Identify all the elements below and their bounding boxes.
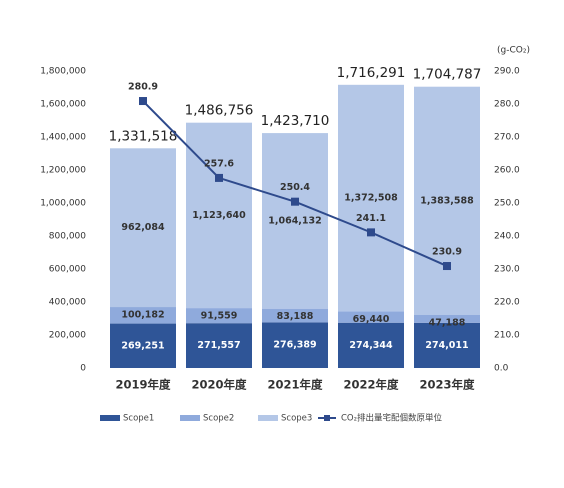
line-label: 250.4 <box>280 182 310 193</box>
bar-segment <box>262 308 328 323</box>
y2-tick-label: 220.0 <box>494 298 520 308</box>
line-label: 280.9 <box>128 82 158 93</box>
bar-segment <box>110 323 176 368</box>
y-tick-label: 0 <box>80 364 86 374</box>
y2-tick-label: 250.0 <box>494 199 520 209</box>
y-tick-label: 1,000,000 <box>40 199 86 209</box>
bar-segment <box>110 307 176 324</box>
y2-tick-label: 260.0 <box>494 166 520 176</box>
y2-tick-label: 210.0 <box>494 331 520 341</box>
bar-segment <box>338 322 404 368</box>
bar-segment <box>414 86 480 316</box>
legend-label: Scope1 <box>123 414 154 424</box>
data-label: 274,011 <box>425 340 468 351</box>
y2-tick-label: 280.0 <box>494 100 520 110</box>
line-marker <box>367 228 375 237</box>
legend-swatch <box>258 415 278 421</box>
data-label: 1,123,640 <box>192 210 246 221</box>
data-label: 271,557 <box>197 340 240 351</box>
total-label: 1,423,710 <box>261 113 330 129</box>
bar-segment <box>110 148 176 308</box>
bar-segment <box>338 84 404 312</box>
bar-segment <box>414 322 480 368</box>
data-label: 269,251 <box>121 340 164 351</box>
legend-label: Scope3 <box>281 414 312 424</box>
x-tick-label: 2019年度 <box>115 378 171 392</box>
y2-unit: (g-CO₂) <box>497 46 530 56</box>
bar-segment <box>186 308 252 324</box>
bar-segment <box>414 315 480 323</box>
legend-swatch <box>100 415 120 421</box>
data-label: 47,188 <box>429 318 466 329</box>
data-label: 69,440 <box>353 314 390 325</box>
line-marker <box>139 97 147 106</box>
data-label: 274,344 <box>349 340 393 351</box>
y-tick-label: 1,200,000 <box>40 166 86 176</box>
x-tick-label: 2021年度 <box>267 378 323 392</box>
line-marker <box>443 262 451 271</box>
total-label: 1,704,787 <box>413 67 482 83</box>
line-marker <box>215 173 223 182</box>
y2-tick-label: 230.0 <box>494 265 520 275</box>
data-label: 1,383,588 <box>420 195 474 206</box>
y-tick-label: 1,600,000 <box>40 100 86 110</box>
data-label: 100,182 <box>121 310 164 321</box>
y-tick-label: 200,000 <box>49 331 86 341</box>
y2-tick-label: 0.0 <box>494 364 509 374</box>
y2-tick-label: 290.0 <box>494 67 520 77</box>
y-tick-label: 400,000 <box>49 298 86 308</box>
line-label: 257.6 <box>204 158 234 169</box>
data-label: 1,064,132 <box>268 215 322 226</box>
legend-label: CO₂排出量宅配個数原単位 <box>341 413 443 424</box>
total-label: 1,716,291 <box>337 65 406 81</box>
bar-segment <box>338 311 404 323</box>
line-marker <box>291 197 299 206</box>
y-tick-label: 800,000 <box>49 232 86 242</box>
y-tick-label: 600,000 <box>49 265 86 275</box>
legend-label: Scope2 <box>203 414 234 424</box>
legend-marker <box>324 415 330 421</box>
y-tick-label: 1,400,000 <box>40 133 86 143</box>
x-tick-label: 2020年度 <box>191 378 247 392</box>
data-label: 1,372,508 <box>344 193 398 204</box>
x-tick-label: 2023年度 <box>419 378 475 392</box>
data-label: 91,559 <box>201 311 238 322</box>
bar-segment <box>186 122 252 309</box>
bar-segment <box>262 133 328 309</box>
data-label: 276,389 <box>273 340 316 351</box>
y2-tick-label: 240.0 <box>494 232 520 242</box>
y2-tick-label: 270.0 <box>494 133 520 143</box>
total-label: 1,486,756 <box>185 103 254 119</box>
x-tick-label: 2022年度 <box>343 378 399 392</box>
bar-segment <box>262 322 328 368</box>
data-label: 83,188 <box>277 311 314 322</box>
line-label: 230.9 <box>432 247 462 258</box>
data-label: 962,084 <box>121 222 165 233</box>
line-label: 241.1 <box>356 213 386 224</box>
total-label: 1,331,518 <box>109 128 178 144</box>
bar-segment <box>186 323 252 368</box>
y-tick-label: 1,800,000 <box>40 67 86 77</box>
legend-swatch <box>180 415 200 421</box>
